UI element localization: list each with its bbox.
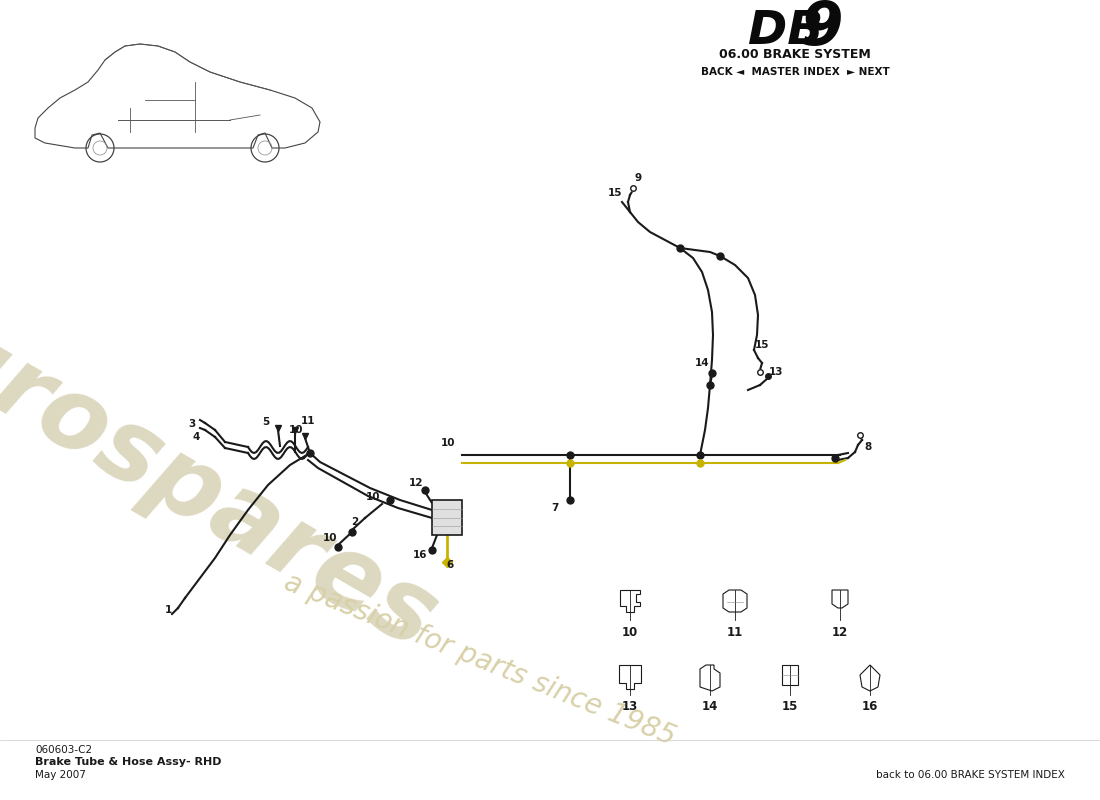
- Text: 11: 11: [727, 626, 744, 638]
- Text: 1: 1: [164, 605, 172, 615]
- Text: 11: 11: [300, 416, 316, 426]
- Text: 7: 7: [551, 503, 559, 513]
- Text: 12: 12: [409, 478, 424, 488]
- Text: a passion for parts since 1985: a passion for parts since 1985: [280, 569, 680, 751]
- Text: 060603-C2: 060603-C2: [35, 745, 92, 755]
- Text: 10: 10: [365, 492, 381, 502]
- Text: 2: 2: [351, 517, 359, 527]
- Text: May 2007: May 2007: [35, 770, 86, 780]
- Text: 15: 15: [755, 340, 769, 350]
- Text: 5: 5: [263, 417, 270, 427]
- Text: DB: DB: [748, 10, 823, 54]
- Text: 6: 6: [447, 560, 453, 570]
- Text: 14: 14: [702, 701, 718, 714]
- Text: 8: 8: [865, 442, 871, 452]
- Text: 10: 10: [288, 425, 304, 435]
- Text: 14: 14: [695, 358, 710, 368]
- Text: Brake Tube & Hose Assy- RHD: Brake Tube & Hose Assy- RHD: [35, 757, 221, 767]
- Text: 12: 12: [832, 626, 848, 638]
- Text: 13: 13: [769, 367, 783, 377]
- Text: 10: 10: [322, 533, 338, 543]
- Text: 15: 15: [782, 701, 799, 714]
- Text: 15: 15: [607, 188, 623, 198]
- Text: back to 06.00 BRAKE SYSTEM INDEX: back to 06.00 BRAKE SYSTEM INDEX: [876, 770, 1065, 780]
- Text: 9: 9: [635, 173, 641, 183]
- Text: 13: 13: [621, 701, 638, 714]
- Text: 10: 10: [441, 438, 455, 448]
- Text: 10: 10: [621, 626, 638, 638]
- Text: BACK ◄  MASTER INDEX  ► NEXT: BACK ◄ MASTER INDEX ► NEXT: [701, 67, 890, 77]
- Text: 16: 16: [861, 701, 878, 714]
- Text: 9: 9: [800, 0, 843, 58]
- FancyBboxPatch shape: [432, 500, 462, 535]
- Text: 06.00 BRAKE SYSTEM: 06.00 BRAKE SYSTEM: [719, 49, 871, 62]
- Text: eurospares: eurospares: [0, 270, 453, 670]
- Text: 4: 4: [192, 432, 200, 442]
- Text: 3: 3: [188, 419, 196, 429]
- Text: 16: 16: [412, 550, 427, 560]
